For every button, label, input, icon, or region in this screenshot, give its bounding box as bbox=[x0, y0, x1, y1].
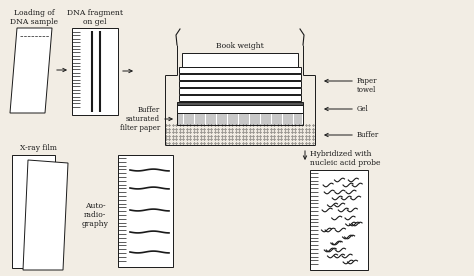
Bar bbox=[182, 53, 298, 67]
Polygon shape bbox=[10, 28, 52, 113]
Bar bbox=[179, 88, 301, 94]
Text: Gel: Gel bbox=[357, 105, 369, 113]
Bar bbox=[179, 67, 301, 73]
Bar bbox=[72, 28, 118, 115]
Text: Buffer
saturated
filter paper: Buffer saturated filter paper bbox=[120, 106, 160, 132]
Text: Auto-
radio-
graphy: Auto- radio- graphy bbox=[82, 202, 109, 228]
Text: X-ray film: X-ray film bbox=[19, 144, 56, 152]
Text: Hybridized with
nucleic acid probe: Hybridized with nucleic acid probe bbox=[310, 150, 381, 167]
Bar bbox=[179, 74, 301, 80]
Text: Buffer: Buffer bbox=[357, 131, 379, 139]
Bar bbox=[177, 113, 303, 125]
Text: Loading of
DNA sample: Loading of DNA sample bbox=[10, 9, 58, 26]
Bar bbox=[177, 102, 303, 105]
Text: Paper
towel: Paper towel bbox=[357, 77, 377, 94]
Polygon shape bbox=[12, 155, 55, 268]
Bar bbox=[310, 170, 368, 270]
Text: Book weight: Book weight bbox=[216, 42, 264, 50]
Bar bbox=[179, 81, 301, 87]
Bar bbox=[177, 105, 303, 113]
Bar bbox=[118, 155, 173, 267]
Bar bbox=[179, 95, 301, 101]
Polygon shape bbox=[23, 160, 68, 270]
Text: DNA fragment
on gel: DNA fragment on gel bbox=[67, 9, 123, 26]
